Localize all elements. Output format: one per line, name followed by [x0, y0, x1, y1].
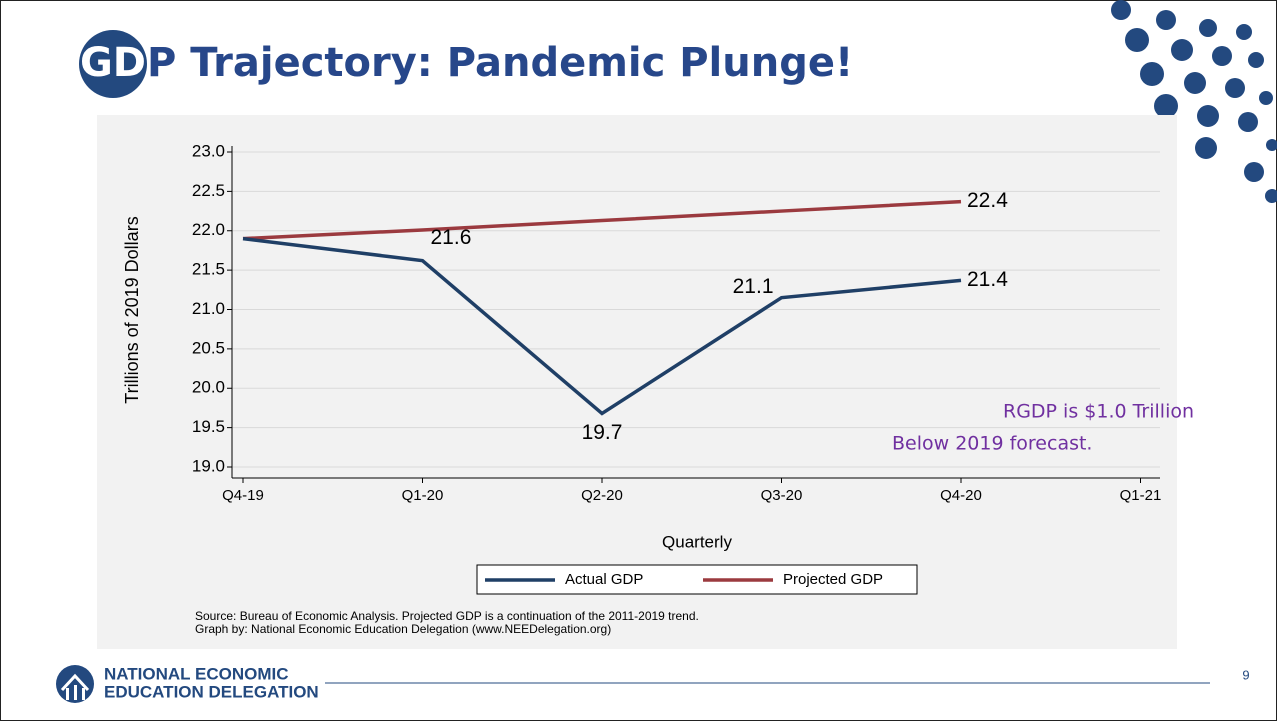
x-tick-label: Q1-20: [402, 487, 444, 504]
data-label: 19.7: [582, 421, 623, 444]
y-tick-label: 21.5: [192, 260, 225, 279]
y-tick-label: 22.5: [192, 181, 225, 200]
data-label: 21.1: [733, 275, 774, 298]
x-tick-label: Q1-21: [1120, 487, 1162, 504]
data-label: 22.4: [967, 189, 1008, 212]
x-tick-label: Q2-20: [581, 487, 623, 504]
source-note: Source: Bureau of Economic Analysis. Pro…: [195, 609, 699, 623]
data-line: [242, 236, 962, 416]
data-label: 21.4: [967, 268, 1008, 291]
y-axis-label: Trillions of 2019 Dollars: [122, 216, 142, 403]
slide-title: P Trajectory: Pandemic Plunge!: [147, 40, 853, 86]
decor-dots: [1111, 0, 1277, 203]
title-badge-text: GD: [80, 40, 146, 86]
logo-text: EDUCATION DELEGATION: [104, 682, 319, 701]
legend-label: Projected GDP: [783, 571, 883, 588]
x-tick-label: Q3-20: [761, 487, 803, 504]
annotation: RGDP is $1.0 Trillion: [1003, 401, 1194, 423]
y-tick-label: 22.0: [192, 220, 225, 239]
y-tick-label: 19.5: [192, 417, 225, 436]
chart-panel: [97, 115, 1177, 649]
logo-icon: [56, 665, 94, 703]
title-badge: [79, 30, 147, 98]
y-tick-label: 19.0: [192, 456, 225, 475]
y-tick-label: 20.0: [192, 378, 225, 397]
page-number: 9: [1242, 667, 1249, 682]
y-tick-label: 20.5: [192, 338, 225, 357]
data-label: 21.6: [431, 226, 472, 249]
source-note: Graph by: National Economic Education De…: [195, 622, 611, 636]
logo-text: NATIONAL ECONOMIC: [104, 664, 288, 683]
annotation: Below 2019 forecast.: [892, 433, 1092, 455]
x-tick-label: Q4-20: [940, 487, 982, 504]
x-axis-label: Quarterly: [662, 532, 732, 551]
y-tick-label: 23.0: [192, 141, 225, 160]
data-line: [242, 199, 962, 241]
legend-label: Actual GDP: [565, 571, 643, 588]
y-tick-label: 21.0: [192, 299, 225, 318]
x-tick-label: Q4-19: [222, 487, 264, 504]
